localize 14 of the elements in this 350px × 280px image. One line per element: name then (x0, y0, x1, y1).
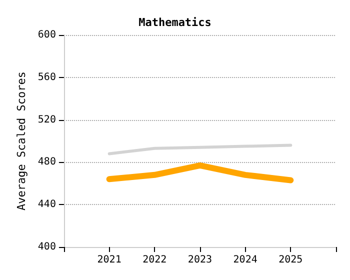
y-tick-label: 560 (38, 72, 56, 83)
x-tick-label: 2022 (142, 254, 167, 266)
y-tick-label: 520 (38, 114, 56, 126)
x-tick-label: 2025 (278, 254, 303, 266)
chart-title: Mathematics (138, 16, 212, 29)
y-tick-label: 480 (38, 156, 56, 168)
x-tick-label: 2023 (188, 254, 212, 266)
x-tick-label: 2024 (233, 254, 258, 266)
x-tick-label: 2021 (97, 254, 122, 266)
y-tick-label: 440 (38, 199, 56, 210)
y-tick-label: 400 (38, 242, 56, 252)
y-axis-title: Average Scaled Scores (15, 71, 28, 211)
y-tick-label: 600 (38, 30, 56, 40)
line-series (108, 144, 292, 156)
